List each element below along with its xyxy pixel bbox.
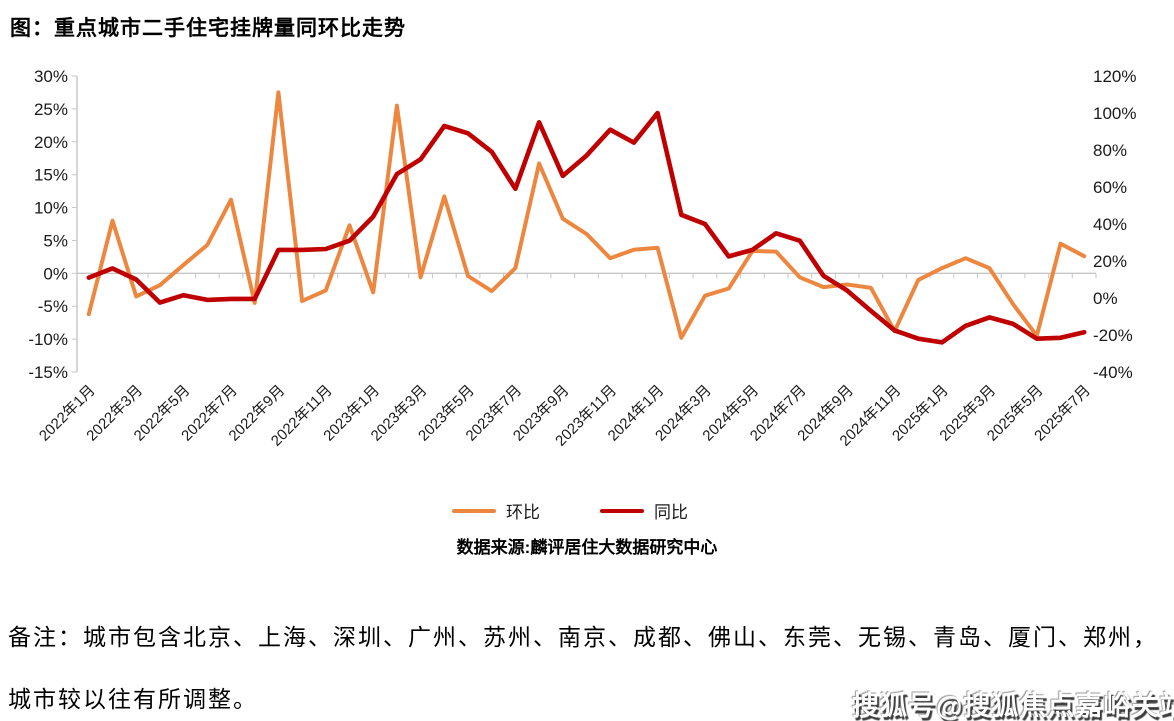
y-axis-left-label: -15% xyxy=(28,363,68,382)
y-axis-right-label: -20% xyxy=(1093,326,1133,345)
y-axis-right-label: 20% xyxy=(1093,252,1127,271)
chart-title: 图：重点城市二手住宅挂牌量同环比走势 xyxy=(10,17,406,40)
y-axis-left-label: -5% xyxy=(38,297,68,316)
line-chart: 30% 25% 20% 15% 10% 5% 0% -5% -10% -15% 120% 100% 80… xyxy=(28,67,1136,450)
y-axis-right-label: 80% xyxy=(1093,141,1127,160)
legend-label: 环比 xyxy=(506,503,540,522)
legend-swatch xyxy=(452,508,496,513)
y-axis-left-label: 30% xyxy=(34,67,68,86)
y-axis-left-label: 5% xyxy=(43,231,68,250)
y-axis-right-label: 100% xyxy=(1093,104,1136,123)
y-axis-left-label: 10% xyxy=(34,199,68,218)
y-axis-right-label: 120% xyxy=(1093,67,1136,86)
legend-item-yoy: 同比 xyxy=(600,498,688,523)
series-line-mom xyxy=(86,90,1087,340)
y-axis-right-label: 40% xyxy=(1093,215,1127,234)
chart-legend: 环比 同比 xyxy=(0,498,1140,523)
watermark: 搜狐号@搜狐焦点嘉峪关站 xyxy=(852,691,1174,721)
legend-item-mom: 环比 xyxy=(452,498,540,523)
y-axis-left-label: 25% xyxy=(34,100,68,119)
legend-label: 同比 xyxy=(654,503,688,522)
series-line-yoy xyxy=(86,110,1087,345)
footnote-line-2: 城市较以往有所调整。 xyxy=(8,687,258,712)
footnote-line-1: 备注：城市包含北京、上海、深圳、广州、苏州、南京、成都、佛山、东莞、无锡、青岛、… xyxy=(8,625,1158,650)
y-axis-right-label: 0% xyxy=(1093,289,1118,308)
legend-swatch xyxy=(600,508,644,513)
y-axis-right-label: 60% xyxy=(1093,178,1127,197)
y-axis-left-label: -10% xyxy=(28,330,68,349)
y-axis-left-label: 15% xyxy=(34,166,68,185)
y-axis-left-label: 0% xyxy=(43,264,68,283)
data-source-caption: 数据来源:麟评居住大数据研究中心 xyxy=(456,538,718,557)
y-axis-right-label: -40% xyxy=(1093,363,1133,382)
y-axis-left-label: 20% xyxy=(34,133,68,152)
